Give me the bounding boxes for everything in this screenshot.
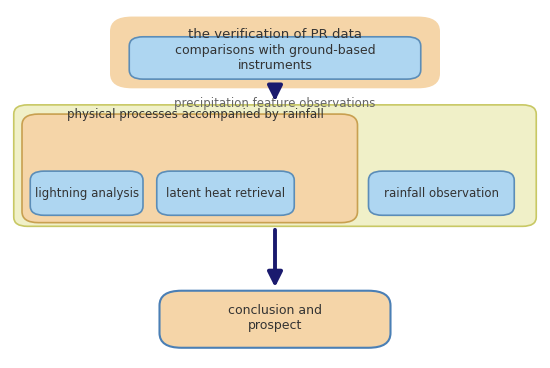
Text: the verification of PR data: the verification of PR data — [188, 28, 362, 40]
FancyBboxPatch shape — [160, 291, 390, 348]
Text: physical processes accompanied by rainfall: physical processes accompanied by rainfa… — [67, 108, 324, 121]
Text: comparisons with ground-based
instruments: comparisons with ground-based instrument… — [175, 44, 375, 72]
FancyBboxPatch shape — [30, 171, 143, 215]
FancyBboxPatch shape — [110, 17, 440, 88]
FancyBboxPatch shape — [14, 105, 536, 226]
Text: conclusion and
prospect: conclusion and prospect — [228, 304, 322, 332]
FancyBboxPatch shape — [157, 171, 294, 215]
Text: rainfall observation: rainfall observation — [384, 187, 499, 200]
FancyBboxPatch shape — [368, 171, 514, 215]
Text: precipitation feature observations: precipitation feature observations — [174, 98, 376, 110]
FancyBboxPatch shape — [129, 37, 421, 79]
Text: latent heat retrieval: latent heat retrieval — [166, 187, 285, 200]
Text: lightning analysis: lightning analysis — [35, 187, 139, 200]
FancyBboxPatch shape — [22, 114, 358, 223]
